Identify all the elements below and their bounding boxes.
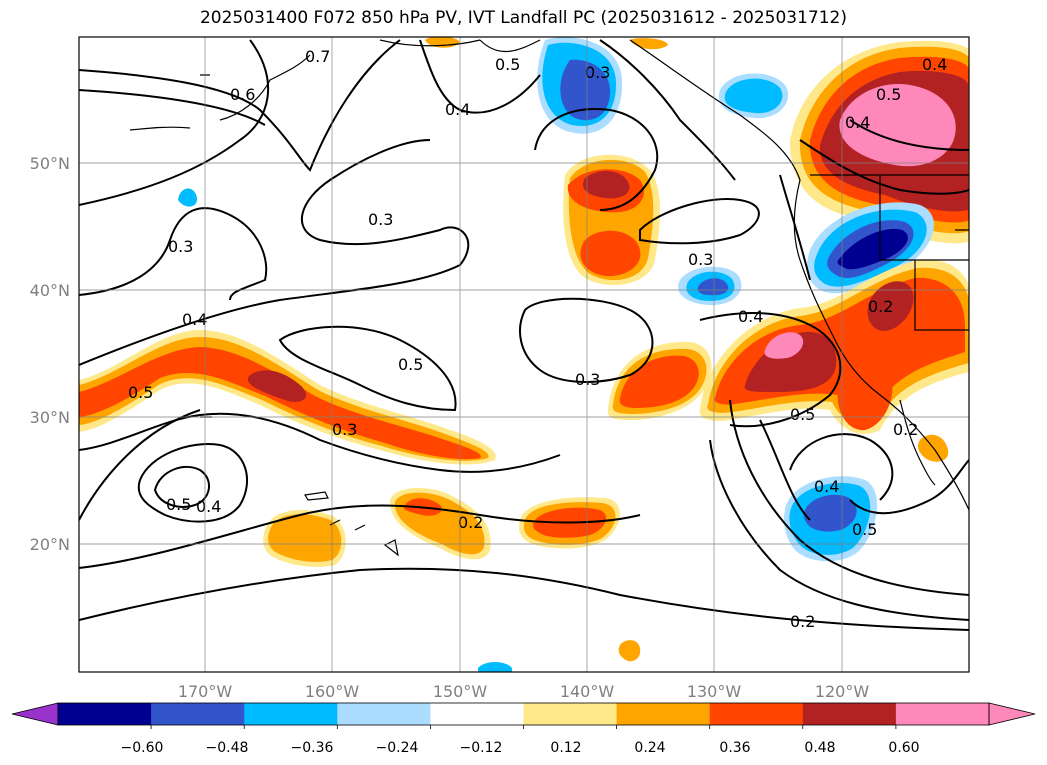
colorbar-tick-label: 0.24	[634, 740, 665, 756]
negative-blob-small-2	[478, 662, 512, 672]
colorbar-tick-label: −0.24	[376, 740, 419, 756]
colorbar	[11, 702, 1036, 729]
colorbar-segment	[523, 703, 618, 725]
contour-label: 0.6	[230, 85, 255, 104]
map-frame	[78, 36, 970, 673]
lon-tick-label: 130°W	[687, 682, 742, 701]
contour-label: 0.5	[790, 405, 815, 424]
contour-label: 0.4	[845, 113, 870, 132]
gridlines	[79, 37, 969, 672]
contour-label: 0.4	[738, 307, 763, 326]
lon-tick-label: 150°W	[433, 682, 488, 701]
contour-labels: 0.7 0.6 0.5 0.3 0.4 0.3 0.3 0.4 0.5 0.3 …	[128, 47, 947, 631]
colorbar-segment	[616, 703, 711, 725]
colorbar-extend-low	[11, 702, 59, 726]
contour-label: 0.3	[168, 237, 193, 256]
map-title: 2025031400 F072 850 hPa PV, IVT Landfall…	[199, 8, 847, 28]
lon-tick-labels: 170°W 160°W 150°W 140°W 130°W 120°W	[178, 682, 870, 701]
positive-blob-140w-33n	[607, 341, 712, 420]
lat-tick-label: 30°N	[30, 408, 70, 427]
lat-tick-labels: 50°N 40°N 30°N 20°N	[30, 154, 70, 554]
positive-blob-140w-45n	[563, 154, 660, 286]
contour-label: 0.7	[305, 47, 330, 66]
contour-label: 0.2	[790, 612, 815, 631]
colorbar-segment	[709, 703, 804, 725]
contour-label: 0.5	[128, 383, 153, 402]
lon-tick-label: 120°W	[815, 682, 870, 701]
contour-label: 0.5	[398, 355, 423, 374]
colorbar-tick-label: 0.36	[719, 740, 750, 756]
contour-label: 0.5	[495, 55, 520, 74]
lon-tick-label: 160°W	[305, 682, 360, 701]
negative-blob-north-2	[718, 73, 789, 119]
colorbar-tick-label: −0.36	[291, 740, 334, 756]
contour-label: 0.2	[868, 297, 893, 316]
colorbar-tick-label: 0.48	[804, 740, 835, 756]
contour-label: 0.5	[852, 520, 877, 539]
contour-label: 0.4	[196, 497, 221, 516]
colorbar-segment	[244, 703, 338, 725]
lat-tick-label: 40°N	[30, 281, 70, 300]
colorbar-extend-high	[988, 702, 1036, 726]
lat-tick-label: 50°N	[30, 154, 70, 173]
colorbar-tick-label: −0.60	[121, 740, 164, 756]
contour-label: 0.3	[332, 420, 357, 439]
colorbar-tick-label: −0.12	[460, 740, 503, 756]
lat-tick-label: 20°N	[30, 535, 70, 554]
contour-label: 0.3	[575, 370, 600, 389]
contour-label: 0.5	[166, 495, 191, 514]
contour-label: 0.2	[458, 513, 483, 532]
colorbar-tick-labels: −0.60 −0.48 −0.36 −0.24 −0.12 0.12 0.24 …	[121, 740, 920, 756]
colorbar-tick-label: 0.12	[550, 740, 581, 756]
contour-label: 0.3	[585, 63, 610, 82]
contour-label: 0.4	[922, 55, 947, 74]
contour-label: 0.5	[876, 85, 901, 104]
lon-tick-label: 140°W	[560, 682, 615, 701]
lon-tick-label: 170°W	[178, 682, 233, 701]
colorbar-tick-label: 0.60	[888, 740, 919, 756]
contour-label: 0.4	[445, 100, 470, 119]
negative-blob-130w	[678, 266, 742, 305]
coastlines	[129, 39, 969, 557]
contour-label: 0.4	[814, 477, 839, 496]
colorbar-segment	[337, 703, 431, 725]
negative-blob-small-1	[178, 188, 198, 207]
colorbar-segment	[58, 703, 152, 725]
contour-label: 0.2	[893, 420, 918, 439]
colorbar-segment	[895, 703, 990, 725]
contour-label: 0.3	[368, 210, 393, 229]
contour-label: 0.3	[688, 250, 713, 269]
contour-label: 0.4	[182, 310, 207, 329]
colorbar-segment	[802, 703, 897, 725]
pv-contour-lines	[79, 39, 969, 631]
colorbar-segment	[151, 703, 245, 725]
colorbar-tick-label: −0.48	[206, 740, 249, 756]
colorbar-segment	[430, 703, 524, 725]
positive-band-west	[79, 330, 496, 465]
